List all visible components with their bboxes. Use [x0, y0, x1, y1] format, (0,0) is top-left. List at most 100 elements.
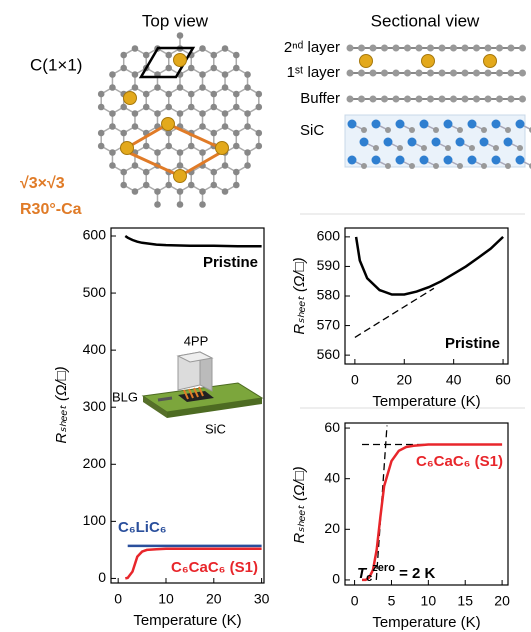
carbon-atom [120, 65, 127, 72]
x-axis-label: Temperature (K) [372, 393, 480, 410]
cell-label: C(1×1) [30, 55, 82, 74]
carbon-atom [222, 45, 229, 52]
carbon-atom [416, 70, 423, 77]
c-atom [433, 127, 439, 133]
carbon-atom [496, 45, 503, 52]
carbon-atom [508, 70, 515, 77]
carbon-atom [256, 143, 263, 150]
y-axis-label: Rₛₕₑₑₜ (Ω/□) [291, 466, 308, 543]
carbon-atom [427, 70, 434, 77]
carbon-atom [132, 188, 139, 195]
carbon-atom [199, 123, 206, 130]
carbon-atom [450, 70, 457, 77]
y-tick-label: 500 [83, 284, 107, 300]
ca-cell-label: R30°-Ca [20, 201, 82, 218]
carbon-atom [496, 70, 503, 77]
carbon-atom [143, 182, 150, 189]
carbon-atom [473, 70, 480, 77]
series-line [125, 236, 261, 246]
carbon-atom [143, 52, 150, 59]
series-label: Pristine [203, 254, 258, 271]
carbon-atom [233, 130, 240, 137]
carbon-atom [404, 45, 411, 52]
c-atom [505, 127, 511, 133]
y-tick-label: 100 [83, 512, 107, 528]
page: Top view C(1×1) √3×√3 R30°-Ca Sectional … [0, 0, 531, 632]
carbon-atom [120, 104, 127, 111]
x-tick-label: 30 [254, 591, 270, 607]
carbon-atom [244, 123, 251, 130]
c-atom [457, 163, 463, 169]
carbon-atom [132, 110, 139, 117]
c-atom [409, 127, 415, 133]
carbon-atom [370, 96, 377, 103]
carbon-atom [199, 71, 206, 78]
carbon-atom [233, 182, 240, 189]
si-atom [384, 138, 393, 147]
carbon-atom [98, 130, 105, 137]
carbon-atom [233, 169, 240, 176]
x-tick-label: 0 [114, 591, 122, 607]
x-tick-label: 15 [457, 593, 473, 609]
carbon-atom [508, 45, 515, 52]
c-atom [493, 145, 499, 151]
carbon-atom [210, 65, 217, 72]
x-tick-label: 20 [396, 372, 412, 388]
layer-label: SiC [300, 122, 324, 139]
y-axis-label: Rₛₕₑₑₜ (Ω/□) [291, 257, 308, 334]
si-atom [444, 156, 453, 165]
carbon-atom [222, 71, 229, 78]
carbon-atom [462, 96, 469, 103]
top-view-title: Top view [142, 11, 209, 30]
carbon-atom [462, 45, 469, 52]
ca-atom [484, 55, 497, 68]
carbon-atom [120, 52, 127, 59]
carbon-atom [132, 123, 139, 130]
carbon-atom [165, 182, 172, 189]
y-tick-label: 20 [324, 520, 340, 536]
x-tick-label: 60 [495, 372, 511, 388]
si-atom [492, 156, 501, 165]
carbon-atom [210, 104, 217, 111]
carbon-atom [439, 96, 446, 103]
series-line [356, 237, 503, 295]
y-tick-label: 570 [317, 316, 341, 332]
carbon-atom [519, 96, 526, 103]
carbon-atom [485, 45, 492, 52]
si-atom [516, 156, 525, 165]
y-tick-label: 560 [317, 346, 341, 362]
c-atom [445, 145, 451, 151]
carbon-atom [199, 188, 206, 195]
carbon-atom [450, 45, 457, 52]
film-label: BLG [112, 389, 138, 404]
ca-atom [174, 170, 187, 183]
y-tick-label: 580 [317, 287, 341, 303]
carbon-atom [188, 182, 195, 189]
si-atom [456, 138, 465, 147]
carbon-atom [177, 32, 184, 39]
carbon-atom [370, 70, 377, 77]
si-atom [504, 138, 513, 147]
carbon-atom [473, 45, 480, 52]
carbon-atom [381, 96, 388, 103]
x-tick-label: 5 [388, 593, 396, 609]
carbon-atom [347, 70, 354, 77]
c-atom [421, 145, 427, 151]
carbon-atom [485, 96, 492, 103]
c-atom [385, 127, 391, 133]
carbon-atom [244, 110, 251, 117]
carbon-atom [210, 130, 217, 137]
carbon-atom [462, 70, 469, 77]
carbon-atom [393, 70, 400, 77]
top-lattice [98, 32, 262, 208]
carbon-atom [210, 169, 217, 176]
si-atom [372, 156, 381, 165]
carbon-atom [233, 104, 240, 111]
carbon-atom [393, 45, 400, 52]
sectional-view-title: Sectional view [371, 11, 480, 30]
carbon-atom [256, 91, 263, 98]
si-atom [444, 120, 453, 129]
carbon-atom [177, 188, 184, 195]
y-tick-label: 590 [317, 257, 341, 273]
x-tick-label: 0 [351, 593, 359, 609]
